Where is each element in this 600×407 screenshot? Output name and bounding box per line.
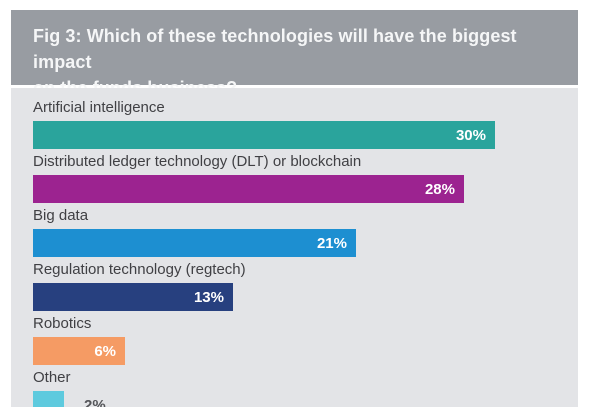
bar-row: Regulation technology (regtech) 13%: [33, 262, 578, 311]
bar-row: Other 2%: [33, 370, 578, 407]
bar-chart: Artificial intelligence 30% Distributed le…: [11, 88, 578, 407]
bar-value-label: 30%: [455, 126, 486, 144]
bar-category-label: Robotics: [33, 315, 92, 332]
bar-track: 13%: [33, 283, 578, 311]
bar: 13%: [33, 283, 233, 311]
bar: 21%: [33, 229, 356, 257]
bar: 28%: [33, 175, 464, 203]
bar-track: 28%: [33, 175, 578, 203]
bar-value-label: 28%: [424, 180, 455, 198]
bar-row: Artificial intelligence 30%: [33, 100, 578, 149]
bar-track: 2%: [33, 391, 578, 407]
bar-category-label: Big data: [33, 207, 89, 224]
bar-category-label: Other: [33, 369, 71, 386]
figure-title-line-1: Fig 3: Which of these technologies will …: [33, 26, 517, 72]
figure-header: Fig 3: Which of these technologies will …: [11, 10, 578, 98]
bar-value-label: 13%: [193, 288, 224, 306]
bar-track: 6%: [33, 337, 578, 365]
bar-category-label: Artificial intelligence: [33, 99, 165, 116]
bar-row: Robotics 6%: [33, 316, 578, 365]
bar-track: 30%: [33, 121, 578, 149]
bar-category-label: Regulation technology (regtech): [33, 261, 246, 278]
bar-value-label: 6%: [94, 342, 116, 360]
bar-track: 21%: [33, 229, 578, 257]
bar: 30%: [33, 121, 495, 149]
bar-category-label: Distributed ledger technology (DLT) or b…: [33, 153, 362, 170]
bar-row: Distributed ledger technology (DLT) or b…: [33, 154, 578, 203]
bar-value-label: 21%: [316, 234, 347, 252]
bar-value-label: 2%: [84, 396, 106, 407]
bar: 6%: [33, 337, 125, 365]
bar: [33, 391, 64, 407]
bar-row: Big data 21%: [33, 208, 578, 257]
